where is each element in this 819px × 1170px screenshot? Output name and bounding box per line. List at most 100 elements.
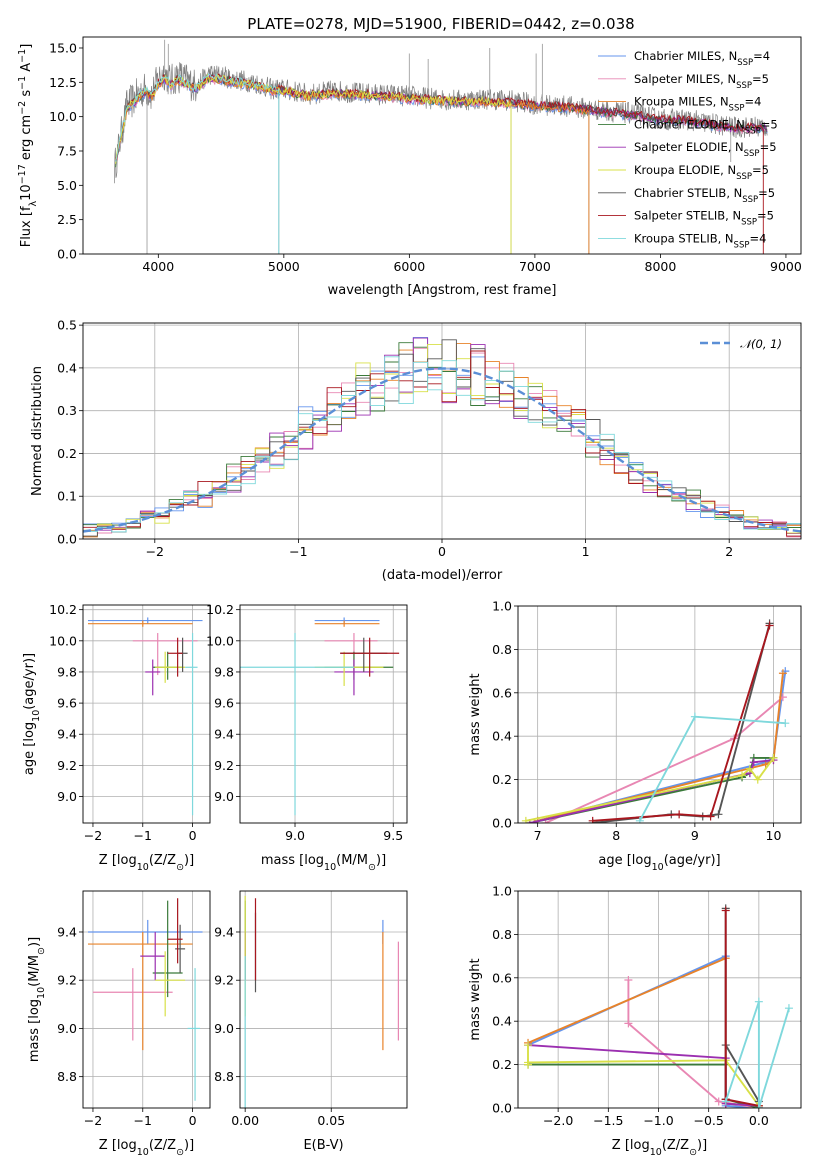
x-tick-label: 4000 — [142, 259, 174, 274]
y-axis-label: age [log10(age/yr)] — [22, 653, 42, 775]
label-part: age [log — [598, 853, 651, 868]
errorbar-point — [314, 617, 380, 624]
y-tick-label: 0.4 — [492, 729, 512, 744]
errorbar-point — [155, 651, 186, 683]
y-tick-label: 1.0 — [492, 599, 512, 614]
y-tick-label: 0.6 — [492, 970, 512, 985]
y-tick-label: 9.2 — [214, 973, 234, 988]
x-tick-label: 0.05 — [317, 1113, 345, 1128]
label-part: ⊙ — [176, 862, 184, 873]
y-tick-label: 8.8 — [214, 1069, 234, 1084]
residual-histogram-chart-plot-area — [83, 323, 801, 539]
mass-weight-series — [521, 753, 778, 823]
label-part: 10 — [19, 184, 34, 201]
errorbar-point — [334, 659, 374, 696]
y-tick-label: 0.4 — [492, 1014, 512, 1029]
massweight-vs-Z-chart: −2.0 −1.5 −1.0 −0.5 0.0 0.0 0.2 0.4 0.6 0.8 1.0 Z [… — [468, 884, 802, 1158]
legend-entry: Salpeter ELODIE, NSSP=5 — [634, 140, 777, 159]
x-tick-label: 0.00 — [231, 1113, 259, 1128]
errorbar-point — [167, 898, 183, 964]
label-part: mass [log — [261, 853, 324, 868]
x-axis-label: Z [log10(Z/Z⊙)] — [612, 1138, 707, 1158]
label-part: E(B-V) — [303, 1138, 343, 1153]
errorbar-point — [314, 651, 384, 686]
axes-frame — [82, 604, 211, 824]
point-marker — [690, 712, 699, 721]
label-part: 10 — [137, 1147, 149, 1158]
x-tick-label: −1.0 — [643, 1113, 673, 1128]
y-tick-label: 9.0 — [57, 789, 77, 804]
label-part: )] — [376, 853, 386, 868]
spectrum-legend: Chabrier MILES, NSSP=4 Salpeter MILES, NS… — [598, 49, 778, 250]
y-tick-label: 9.4 — [214, 924, 234, 939]
x-tick-label: −1 — [289, 544, 307, 559]
legend-entry: Chabrier MILES, NSSP=4 — [634, 49, 770, 68]
x-axis-label: mass [log10(M/M⊙)] — [261, 853, 386, 873]
x-axis-label: E(B-V) — [303, 1138, 343, 1153]
label-part: erg cm — [19, 115, 34, 164]
y-tick-label: 10.0 — [206, 633, 234, 648]
axes-frame — [517, 605, 802, 824]
x-tick-label: 9.0 — [285, 828, 305, 843]
legend-entry: Salpeter STELIB, NSSP=5 — [634, 209, 774, 228]
mass-vs-Z-chart-plot-area — [83, 891, 210, 1108]
label-part: (Z/Z — [149, 1138, 176, 1153]
y-tick-label: 5.0 — [57, 178, 77, 193]
y-axis-label: mass [log10(M/M⊙)] — [27, 937, 47, 1062]
point-marker — [745, 764, 754, 773]
point-marker — [521, 816, 530, 823]
label-part: 10 — [652, 862, 664, 873]
x-tick-label: 6000 — [393, 259, 425, 274]
age-vs-Z-chart: −2 −1 09.09.29.49.69.810.010.2Z [log10(Z/Z… — [22, 602, 211, 873]
errorbar-point — [340, 637, 400, 677]
label-part: A — [19, 63, 34, 76]
mass-weight-series — [541, 693, 787, 823]
x-tick-label: 10 — [766, 828, 782, 843]
x-tick-label: 5000 — [268, 259, 300, 274]
label-part: (Z/Z — [149, 853, 176, 868]
errorbar-point — [87, 931, 193, 1051]
errorbar-point — [167, 637, 183, 677]
errorbar-point — [152, 900, 183, 998]
y-tick-label: 0.4 — [57, 360, 77, 375]
label-part: ⊙ — [368, 862, 376, 873]
x-tick-label: 8 — [612, 828, 620, 843]
y-tick-label: 9.4 — [57, 924, 77, 939]
mass-weight-series — [624, 975, 763, 1108]
x-tick-label: −2 — [84, 828, 102, 843]
label-part: ⊙ — [176, 1147, 184, 1158]
errorbar-point — [87, 919, 203, 945]
label-part: ⊙ — [36, 947, 47, 955]
x-tick-label: 0.0 — [749, 1113, 769, 1128]
x-tick-label: −2 — [146, 544, 164, 559]
axes-frame — [517, 890, 802, 1109]
label-part: ] — [19, 44, 34, 49]
y-axis-label: mass weight — [468, 673, 483, 755]
label-part: (M/M — [336, 853, 368, 868]
point-marker — [778, 669, 787, 678]
label-part: λ — [28, 200, 39, 206]
x-tick-label: 0 — [189, 828, 197, 843]
point-marker — [714, 810, 723, 819]
errorbar-point — [92, 968, 173, 1041]
mass-vs-Z-chart: −2 −1 08.89.09.29.4Z [log10(Z/Z⊙)]mass [lo… — [27, 890, 211, 1158]
y-tick-label: 0.3 — [57, 403, 77, 418]
y-tick-label: 0.6 — [492, 685, 512, 700]
y-tick-label: 9.2 — [214, 758, 234, 773]
point-marker — [588, 816, 597, 823]
massweight-vs-Z-chart-plot-area — [518, 891, 801, 1108]
y-axis-label: Normed distribution — [30, 366, 45, 496]
point-marker — [765, 621, 774, 630]
label-part: (age/yr)] — [22, 653, 37, 710]
label-part: )] — [697, 1138, 707, 1153]
axes-frame — [82, 890, 211, 1109]
point-marker — [635, 816, 644, 823]
errorbar-point — [132, 633, 198, 676]
y-tick-label: 9.2 — [57, 973, 77, 988]
y-tick-label: 10.2 — [49, 602, 77, 617]
label-part: Z [log — [612, 1138, 650, 1153]
x-tick-label: −1 — [134, 828, 152, 843]
errorbar-point — [155, 951, 186, 1017]
x-tick-label: 9.5 — [383, 828, 403, 843]
figure-title: PLATE=0278, MJD=51900, FIBERID=0442, z=0… — [247, 15, 634, 33]
